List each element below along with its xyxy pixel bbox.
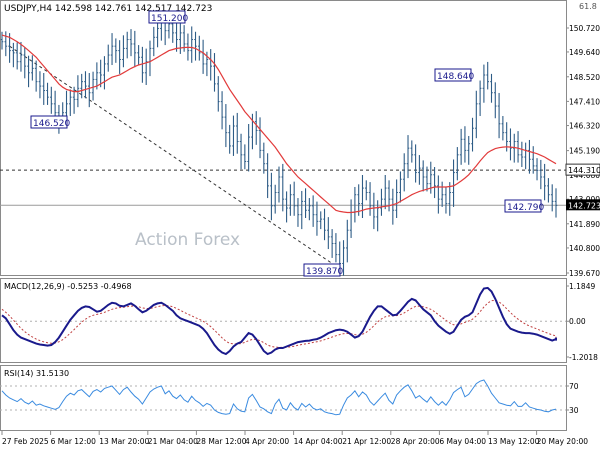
time-tick-label: 21 Apr 12:00 (342, 437, 391, 446)
rsi-label: RSI(14) 31.5130 (4, 369, 69, 378)
moving-average-line (1, 34, 557, 214)
price-tick-label: 141.890 (569, 220, 600, 229)
price-tick-label: 149.640 (569, 48, 600, 57)
price-tick-label: 146.320 (569, 122, 600, 131)
time-tick-label: 14 Apr 04:00 (294, 437, 343, 446)
price-tick-label: 140.800 (569, 244, 600, 253)
watermark: Action Forex (135, 230, 240, 250)
price-tick-label: 147.410 (569, 97, 600, 106)
macd-tick-label: 0.00 (569, 317, 586, 326)
label-recent: 142.790 (504, 199, 544, 213)
macd-main-line (1, 286, 557, 356)
time-tick-label: 20 May 20:00 (537, 437, 589, 446)
time-tick-label: 21 Mar 04:00 (148, 437, 198, 446)
trendline (9, 45, 340, 269)
label-high-1: 151.200 (148, 10, 188, 24)
svg-text:142.790: 142.790 (507, 203, 544, 213)
time-tick-label: 28 Mar 12:00 (196, 437, 246, 446)
time-tick-label: 27 Feb 2025 (2, 437, 49, 446)
time-tick-label: 6 Mar 12:00 (51, 437, 97, 446)
svg-text:151.200: 151.200 (151, 14, 188, 24)
price-tick-label: 145.190 (569, 147, 600, 156)
svg-text:139.870: 139.870 (306, 267, 343, 277)
time-tick-label: 6 May 04:00 (439, 437, 486, 446)
price-tick-label: 150.720 (569, 24, 600, 33)
time-tick-label: 28 Apr 20:00 (391, 437, 440, 446)
svg-text:142.723: 142.723 (568, 201, 600, 210)
svg-text:146.520: 146.520 (33, 119, 70, 129)
macd-tick-label: 1.1849 (569, 282, 595, 291)
label-low-1: 146.520 (30, 115, 70, 129)
top-right-value: 61.8 (579, 2, 597, 11)
macd-axis: 1.1849 0.00 -1.2018 (566, 282, 598, 362)
last-price-tag: 142.723 (566, 199, 600, 211)
rsi-tick-label: 30 (569, 406, 579, 415)
time-tick-label: 13 Mar 20:00 (99, 437, 149, 446)
symbol-label: USDJPY,H4 142.598 142.761 142.517 142.72… (4, 4, 212, 14)
rsi-line (1, 379, 557, 416)
price-axis: 150.720 149.640 148.520 147.410 146.320 145.1… (566, 24, 600, 278)
macd-label: MACD(12,26,9) -0.5253 -0.4968 (4, 282, 132, 291)
label-low-2: 139.870 (303, 263, 343, 277)
rsi-panel (0, 365, 567, 431)
price-tick-label: 148.520 (569, 73, 600, 82)
price-tick-label: 144.080 (569, 171, 600, 180)
time-tick-label: 13 May 12:00 (488, 437, 540, 446)
price-panel (0, 0, 567, 276)
price-tick-label: 139.670 (569, 269, 600, 278)
macd-tick-label: -1.2018 (569, 353, 598, 362)
rsi-tick-label: 70 (569, 382, 579, 391)
svg-text:148.640: 148.640 (437, 72, 474, 82)
label-high-2: 148.640 (434, 68, 474, 82)
level-tag: 144.310 (565, 163, 600, 176)
time-tick-label: 4 Apr 20:00 (245, 437, 289, 446)
svg-text:144.310: 144.310 (568, 166, 600, 175)
rsi-axis: 70 30 (0, 382, 579, 415)
